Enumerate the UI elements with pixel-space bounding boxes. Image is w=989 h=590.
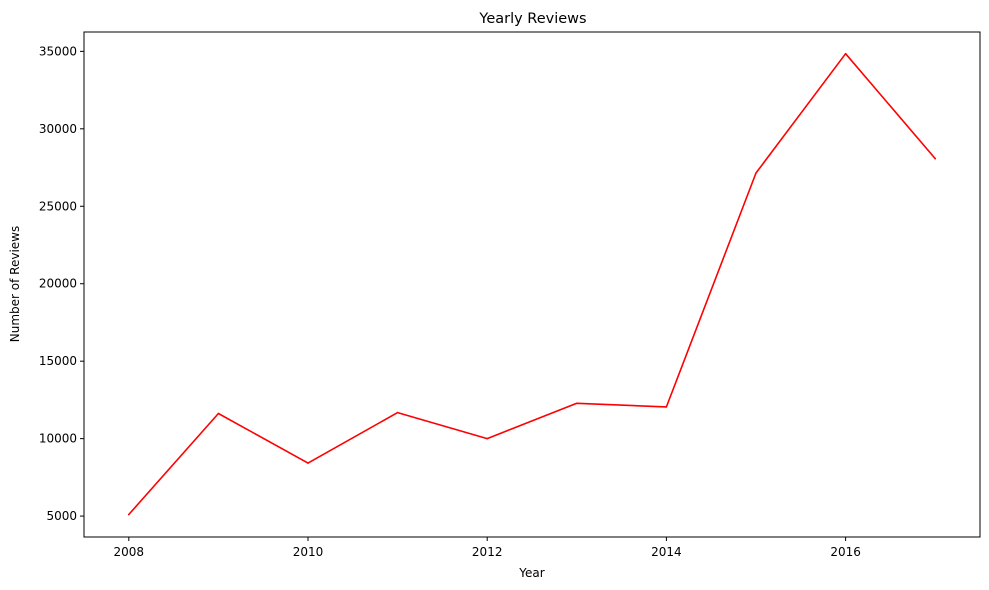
series-line-0 [128,52,937,516]
x-tick-label: 2010 [293,545,324,559]
y-tick-label: 30000 [39,122,77,136]
y-tick-label: 25000 [39,199,77,213]
chart-title: Yearly Reviews [478,11,586,27]
x-tick-label: 2014 [651,545,682,559]
data-point [217,412,220,415]
y-axis: 5000 10000 15000 20000 25000 30000 35000 [39,44,84,523]
y-tick-label: 5000 [46,509,77,523]
series-layer [128,52,937,516]
plot-area-frame [83,31,981,538]
data-point [576,402,578,405]
data-point [665,406,668,408]
y-axis-title: Number of Reviews [8,226,22,342]
x-tick-label: 2012 [472,545,503,559]
data-point [755,172,757,174]
y-tick-label: 35000 [39,44,77,58]
x-tick-label: 2016 [830,545,861,559]
x-axis-title: Year [518,566,544,580]
y-tick-label: 15000 [39,354,77,368]
y-tick-label: 10000 [39,432,77,446]
data-point [844,52,847,55]
data-point [934,157,936,160]
data-point [396,411,399,414]
x-tick-label: 2008 [114,545,145,559]
x-axis: 2008 2010 2012 2014 2016 [114,537,861,559]
data-point [486,437,489,440]
data-point [307,462,309,464]
y-tick-label: 20000 [39,277,77,291]
data-point [128,513,130,516]
